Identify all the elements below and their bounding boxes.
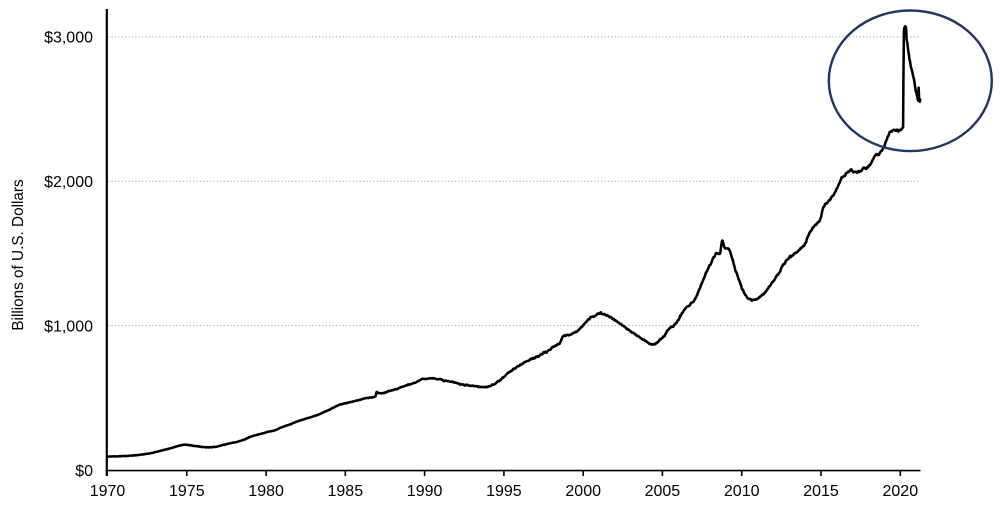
svg-text:$3,000: $3,000 xyxy=(44,30,93,47)
svg-text:$0: $0 xyxy=(75,463,93,480)
svg-text:1985: 1985 xyxy=(328,483,364,500)
svg-text:Billions of U.S. Dollars: Billions of U.S. Dollars xyxy=(10,179,27,331)
svg-text:2005: 2005 xyxy=(645,483,681,500)
svg-text:$1,000: $1,000 xyxy=(44,318,93,335)
svg-text:2000: 2000 xyxy=(565,483,601,500)
svg-text:1970: 1970 xyxy=(90,483,126,500)
svg-text:1975: 1975 xyxy=(169,483,205,500)
svg-text:2015: 2015 xyxy=(803,483,839,500)
svg-text:$2,000: $2,000 xyxy=(44,174,93,191)
svg-text:2010: 2010 xyxy=(724,483,760,500)
svg-text:1995: 1995 xyxy=(486,483,522,500)
svg-text:1980: 1980 xyxy=(248,483,284,500)
svg-text:2020: 2020 xyxy=(883,483,919,500)
svg-text:1990: 1990 xyxy=(407,483,443,500)
